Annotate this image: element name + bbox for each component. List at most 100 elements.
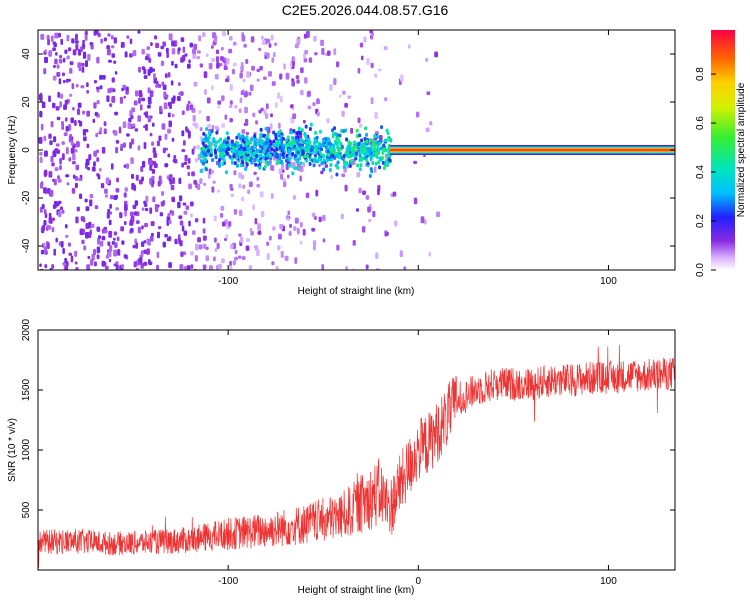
heatmap-cell (224, 114, 228, 120)
heatmap-cell (289, 223, 292, 228)
heatmap-cell (274, 42, 278, 46)
heatmap-cell (226, 136, 230, 141)
heatmap-cell (277, 233, 282, 240)
heatmap-cell (64, 117, 68, 122)
heatmap-cell (87, 54, 91, 61)
heatmap-cell (140, 241, 145, 247)
heatmap-cell (51, 227, 55, 233)
heatmap-cell (146, 46, 151, 50)
heatmap-cell (312, 163, 316, 168)
heatmap-cell (40, 123, 44, 131)
heatmap-cell (212, 180, 216, 184)
heatmap-cell (131, 107, 136, 113)
heatmap-cell (80, 62, 85, 67)
heatmap-cell (143, 75, 148, 80)
heatmap-cell (294, 146, 298, 151)
heatmap-cell (193, 81, 198, 87)
heatmap-cell (312, 158, 316, 163)
heatmap-cell (251, 65, 255, 71)
heatmap-cell (43, 135, 47, 142)
heatmap-cell (86, 82, 89, 88)
heatmap-cell (220, 46, 224, 51)
heatmap-cell (365, 132, 369, 137)
heatmap-cell (377, 160, 381, 165)
heatmap-cell (370, 62, 374, 69)
heatmap-cell (407, 44, 411, 49)
heatmap-cell (46, 34, 50, 40)
heatmap-cell (259, 191, 264, 198)
heatmap-cell (211, 85, 214, 91)
heatmap-cell (156, 264, 160, 270)
heatmap-cell (178, 92, 183, 96)
heatmap-cell (256, 78, 260, 82)
heatmap-cell (259, 132, 263, 137)
heatmap-cell (374, 112, 378, 119)
heatmap-cell (111, 241, 115, 245)
heatmap-cell (329, 84, 333, 91)
heatmap-cell (149, 207, 153, 214)
heatmap-cell (108, 219, 112, 226)
heatmap-cell (287, 163, 291, 168)
heatmap-cell (366, 161, 370, 166)
heatmap-cell (131, 138, 135, 145)
heatmap-cell (207, 131, 211, 136)
heatmap-cell (299, 161, 303, 166)
heatmap-cell (149, 132, 153, 137)
heatmap-cell (325, 158, 329, 163)
heatmap-cell (86, 110, 90, 117)
heatmap-cell (201, 150, 205, 155)
heatmap-cell (187, 158, 191, 164)
heatmap-cell (341, 110, 345, 117)
heatmap-cell (82, 129, 87, 136)
heatmap-cell (277, 92, 281, 99)
heatmap-cell (182, 46, 186, 53)
heatmap-cell (96, 100, 100, 105)
heatmap-cell (147, 104, 151, 109)
heatmap-cell (379, 134, 383, 142)
heatmap-cell (48, 217, 53, 224)
heatmap-cells (38, 30, 675, 270)
heatmap-cell (272, 226, 276, 231)
heatmap-cell (233, 170, 237, 176)
heatmap-cell (130, 173, 134, 179)
heatmap-cell (61, 209, 65, 214)
heatmap-cell (241, 160, 245, 165)
heatmap-cell (317, 149, 321, 154)
heatmap-cell (199, 152, 203, 157)
heatmap-cell (123, 200, 128, 205)
heatmap-cell (252, 204, 256, 211)
heatmap-cell (190, 251, 194, 256)
heatmap-cell (86, 89, 89, 94)
heatmap-cell (62, 57, 66, 63)
heatmap-cell (258, 149, 262, 154)
heatmap-cell (217, 163, 221, 168)
heatmap-cell (137, 145, 141, 151)
heatmap-cell (132, 204, 137, 210)
heatmap-cell (238, 233, 242, 237)
heatmap-cell (122, 142, 127, 148)
heatmap-cell (243, 43, 247, 48)
heatmap-cell (230, 187, 234, 191)
heatmap-cell (150, 221, 155, 227)
heatmap-cell (148, 258, 151, 265)
snr-y-tick-label: 2000 (21, 318, 32, 341)
heatmap-cell (112, 88, 116, 93)
heatmap-cell (266, 133, 270, 138)
heatmap-cell (426, 91, 431, 96)
heatmap-cell (157, 226, 162, 230)
heatmap-cell (300, 128, 304, 133)
heatmap-cell (189, 184, 193, 188)
heatmap-cell (101, 260, 106, 267)
heatmap-cell (75, 40, 79, 44)
heatmap-cell (176, 96, 181, 102)
heatmap-cell (82, 110, 85, 115)
snr-y-tick-label: 1000 (21, 438, 32, 461)
heatmap-cell (55, 237, 58, 243)
heatmap-cell (164, 233, 168, 238)
heatmap-cell (60, 93, 64, 99)
heatmap-cell (44, 213, 48, 219)
heatmap-cell (265, 103, 269, 110)
snr-series-line (38, 344, 675, 568)
heatmap-cell (217, 189, 221, 193)
heatmap-cell (289, 130, 293, 135)
